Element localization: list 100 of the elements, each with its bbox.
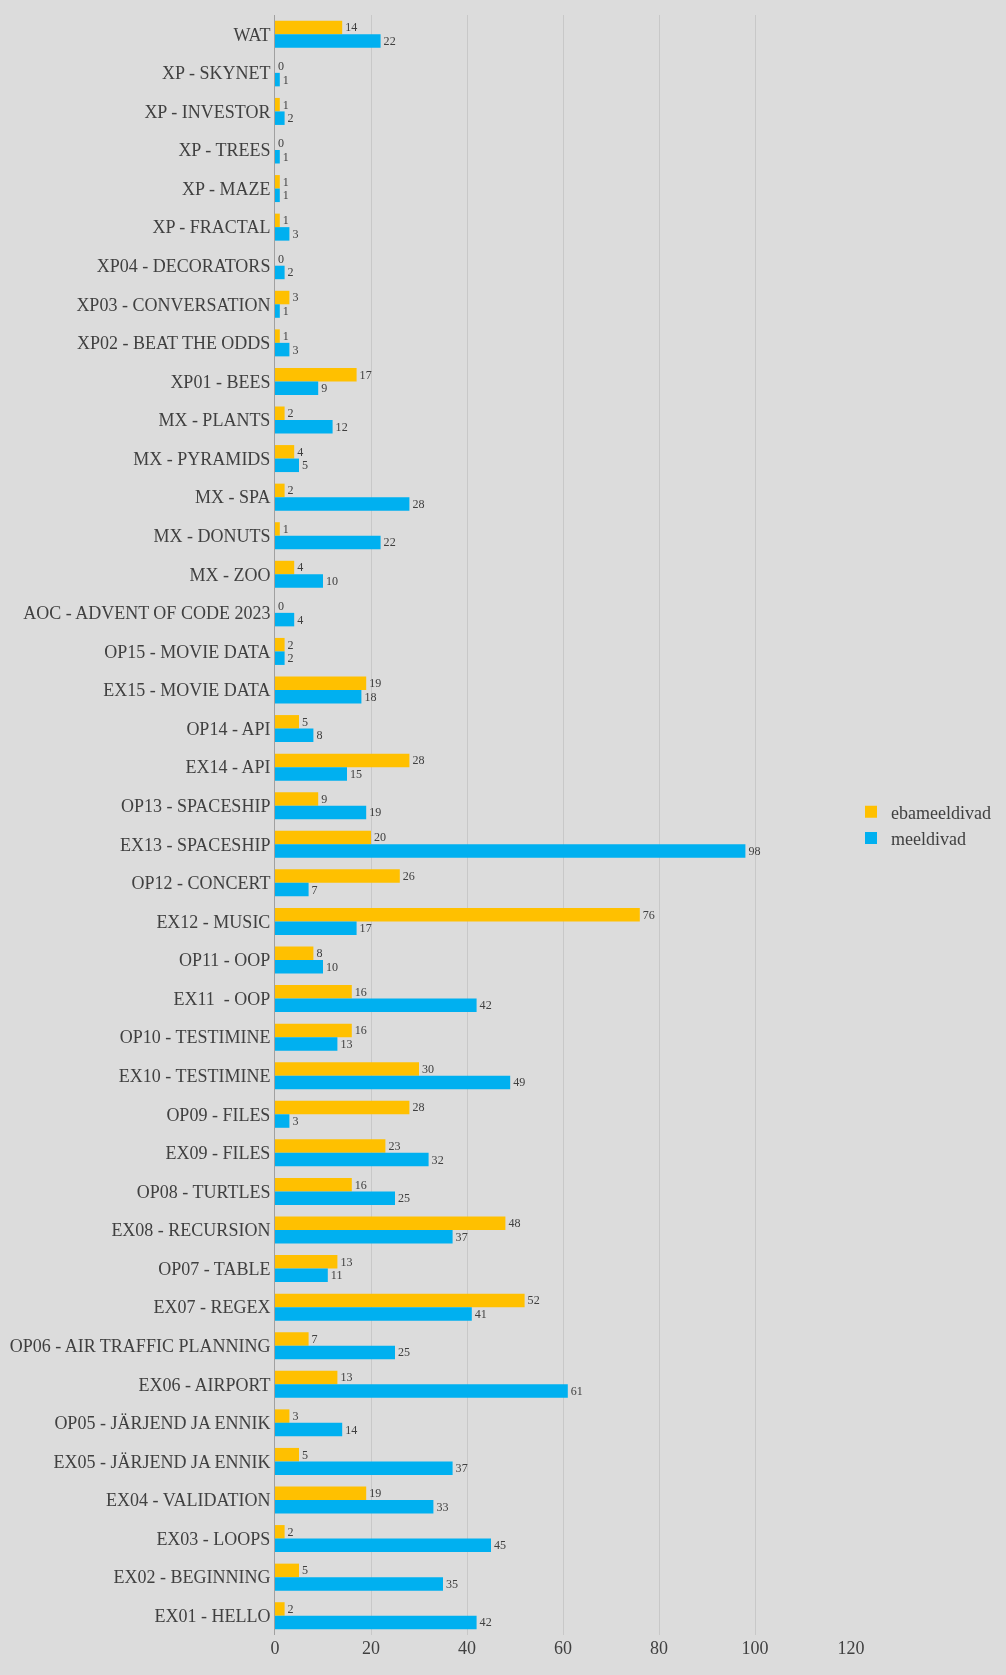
bar [275,690,362,704]
data-label: 49 [513,1075,526,1090]
bar [275,188,280,203]
bar [275,985,352,999]
y-tick-label: OP14 - API [186,718,271,739]
data-label: 5 [302,714,309,729]
data-label: 41 [474,1306,487,1321]
y-tick-label: EX06 - AIRPORT [138,1374,271,1395]
data-label: 8 [316,728,323,743]
data-label: 16 [354,1177,367,1192]
data-label: 1 [282,303,289,318]
data-label: 23 [388,1139,401,1154]
data-label: 37 [455,1229,468,1244]
bar [275,1062,419,1076]
bar [275,1486,367,1500]
data-label: 4 [297,444,304,459]
data-label: 17 [359,921,372,936]
data-label: 9 [321,381,328,396]
data-label: 1 [282,149,289,164]
x-tick-label: 20 [362,1638,380,1658]
data-label: 15 [350,766,363,781]
data-label: 3 [292,226,299,241]
bar [275,767,347,781]
bar [275,72,280,87]
data-label: 13 [340,1370,353,1385]
bar [275,290,290,305]
bar [275,1370,338,1385]
y-tick-label: OP07 - TABLE [158,1258,271,1279]
y-tick-label: OP05 - JÄRJEND JA ENNIK [54,1413,271,1434]
bar [275,1461,453,1475]
data-label: 42 [479,1615,492,1630]
data-label: 13 [340,1036,353,1051]
y-tick-label: OP15 - MOVIE DATA [104,641,271,662]
y-tick-label: WAT [233,24,271,45]
data-label: 0 [278,599,285,614]
x-tick-label: 120 [837,1638,865,1658]
y-tick-label: MX - ZOO [189,564,271,585]
bar [275,1422,343,1437]
y-tick-label: XP - FRACTAL [152,217,271,238]
x-tick-label: 60 [554,1638,572,1658]
bar [275,1216,506,1230]
bar [275,1023,352,1038]
y-tick-label: OP12 - CONCERT [131,873,271,894]
y-tick-label: OP09 - FILES [166,1104,271,1125]
bar [275,497,410,511]
y-tick-label: EX13 - SPACESHIP [120,834,271,855]
y-tick-label: EX15 - MOVIE DATA [103,680,271,701]
bar [275,150,280,164]
y-tick-label: EX03 - LOOPS [156,1528,271,1549]
y-tick-label: EX05 - JÄRJEND JA ENNIK [53,1451,271,1472]
bar [275,1177,352,1192]
bar [275,445,295,459]
bar [275,1139,386,1153]
bar [275,420,333,434]
bar [275,637,285,652]
bar [275,830,371,845]
y-tick-label: EX14 - API [185,757,271,778]
legend-label: ebameeldivad [891,802,991,823]
y-tick-label: MX - SPA [195,487,271,508]
data-label: 3 [292,342,299,357]
data-label: 25 [398,1191,411,1206]
bar [275,1384,568,1398]
data-label: 17 [359,367,372,382]
bar [275,574,323,588]
y-tick-label: MX - PLANTS [158,410,271,431]
bar [275,111,285,125]
bar [275,715,299,729]
bar [275,535,381,550]
data-label: 1 [282,97,289,112]
data-label: 19 [369,676,382,691]
data-label: 7 [311,1331,318,1346]
y-tick-label: XP - MAZE [182,178,271,199]
data-label: 2 [287,1601,294,1616]
data-label: 26 [402,869,415,884]
bar [275,1447,299,1462]
y-tick-label: EX08 - RECURSION [111,1220,271,1241]
data-label: 16 [354,984,367,999]
data-label: 1 [282,329,289,344]
y-tick-label: EX10 - TESTIMINE [118,1066,271,1087]
bar [275,792,319,806]
data-label: 7 [311,882,318,897]
data-label: 14 [345,1422,358,1437]
y-tick-label: OP11 - OOP [179,950,271,971]
data-label: 3 [292,1409,299,1424]
bar [275,406,285,420]
bar [275,458,299,473]
data-label: 1 [282,521,289,536]
bar [275,304,280,318]
data-label: 3 [292,290,299,305]
data-label: 12 [335,419,348,434]
bar [275,921,357,935]
y-tick-label: OP10 - TESTIMINE [119,1027,271,1048]
bar [275,381,319,395]
data-label: 3 [292,1113,299,1128]
y-tick-label: EX09 - FILES [165,1143,271,1164]
bar [275,522,280,536]
data-label: 2 [287,637,294,652]
legend-label: meeldivad [891,829,966,850]
data-label: 1 [282,72,289,87]
bar [275,1230,453,1244]
